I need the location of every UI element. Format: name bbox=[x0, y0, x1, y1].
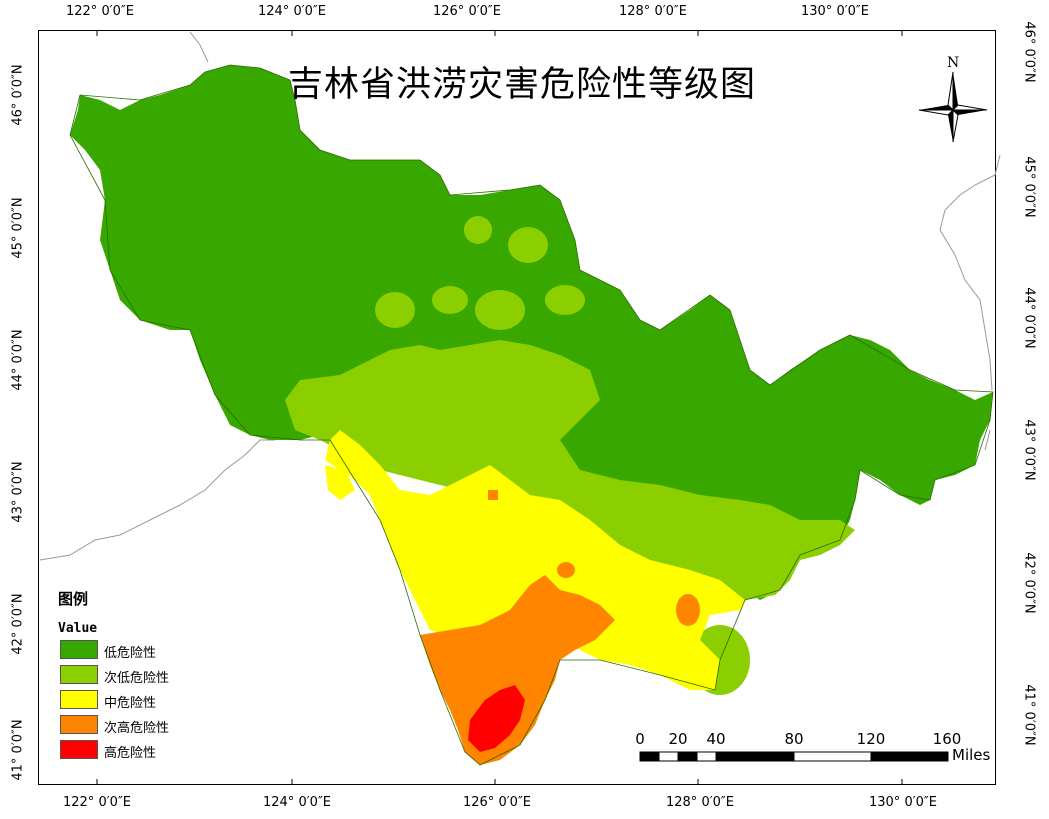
scale-label: 120 bbox=[856, 730, 886, 748]
legend-title: 图例 bbox=[58, 590, 89, 608]
province-outline bbox=[69, 64, 994, 766]
lon-label-bottom: 128° 0′0″E bbox=[665, 795, 735, 810]
lon-label-top: 124° 0′0″E bbox=[257, 4, 327, 19]
lat-label-right: 44° 0′0″N bbox=[1021, 287, 1037, 349]
legend-item: 次低危险性 bbox=[60, 665, 260, 687]
legend-item: 中危险性 bbox=[60, 690, 260, 712]
zone-lower-low-patch bbox=[464, 216, 492, 244]
lon-label-bottom: 126° 0′0″E bbox=[462, 795, 532, 810]
lat-label-left: 45° 0′0″N bbox=[10, 197, 26, 259]
lat-label-right: 42° 0′0″N bbox=[1021, 552, 1037, 614]
scale-label: 20 bbox=[668, 730, 688, 748]
legend-label: 低危险性 bbox=[104, 646, 157, 661]
zone-lower-low-patch bbox=[508, 227, 548, 263]
legend-subtitle: Value bbox=[58, 621, 98, 636]
zone-lower-low-patch bbox=[375, 292, 415, 328]
lon-label-top: 122° 0′0″E bbox=[65, 4, 135, 19]
scale-label: 80 bbox=[784, 730, 804, 748]
legend-item: 高危险性 bbox=[60, 740, 260, 762]
lat-label-left: 41° 0′0″N bbox=[10, 719, 26, 781]
legend-swatch bbox=[60, 640, 98, 659]
zone-high bbox=[468, 685, 525, 752]
lat-label-left: 42° 0′0″N bbox=[10, 593, 26, 655]
lat-label-right: 46° 0′0″N bbox=[1021, 21, 1037, 83]
lat-label-left: 43° 0′0″N bbox=[10, 461, 26, 523]
legend-swatch bbox=[60, 715, 98, 734]
scale-label: 40 bbox=[706, 730, 726, 748]
lat-label-right: 41° 0′0″N bbox=[1021, 684, 1037, 746]
legend: 图例 Value 低危险性 次低危险性 中危险性 次高危险性 高危险性 bbox=[58, 588, 169, 761]
scale-unit: Miles bbox=[952, 746, 991, 764]
lon-label-top: 126° 0′0″E bbox=[432, 4, 502, 19]
zone-lower-low bbox=[285, 340, 855, 600]
north-label: N bbox=[947, 55, 960, 71]
zone-lower-low-patch bbox=[475, 290, 525, 330]
zone-lower-high bbox=[420, 575, 615, 765]
legend-item: 低危险性 bbox=[60, 640, 260, 662]
lon-label-top: 128° 0′0″E bbox=[618, 4, 688, 19]
lon-label-top: 130° 0′0″E bbox=[800, 4, 870, 19]
zone-medium bbox=[325, 430, 745, 690]
legend-label: 次高危险性 bbox=[104, 721, 170, 736]
legend-label: 中危险性 bbox=[104, 696, 157, 711]
scale-label: 160 bbox=[932, 730, 962, 748]
graticule-ticks bbox=[96, 30, 903, 785]
scale-bar bbox=[639, 751, 949, 762]
lat-label-right: 43° 0′0″N bbox=[1021, 419, 1037, 481]
legend-swatch bbox=[60, 665, 98, 684]
lat-label-left: 46° 0′0″N bbox=[10, 64, 26, 126]
map-title: 吉林省洪涝灾害危险性等级图 bbox=[288, 65, 757, 105]
zone-medium-patch bbox=[325, 465, 355, 500]
lon-label-bottom: 130° 0′0″E bbox=[868, 795, 938, 810]
zone-lower-high-patch bbox=[488, 490, 498, 500]
legend-swatch bbox=[60, 740, 98, 759]
zone-lower-high-patch bbox=[676, 594, 700, 626]
zone-lower-low-patch bbox=[432, 286, 468, 314]
lon-label-bottom: 122° 0′0″E bbox=[62, 795, 132, 810]
zone-low bbox=[70, 65, 993, 600]
lon-label-bottom: 124° 0′0″E bbox=[262, 795, 332, 810]
zone-lower-low-patch bbox=[545, 285, 585, 315]
scale-label: 0 bbox=[635, 730, 645, 748]
zone-lower-high-patch bbox=[557, 562, 575, 578]
legend-label: 高危险性 bbox=[104, 746, 157, 761]
legend-swatch bbox=[60, 690, 98, 709]
legend-label: 次低危险性 bbox=[104, 671, 170, 686]
legend-item: 次高危险性 bbox=[60, 715, 260, 737]
lat-label-right: 45° 0′0″N bbox=[1021, 156, 1037, 218]
north-arrow-icon bbox=[918, 71, 988, 143]
lat-label-left: 44° 0′0″N bbox=[10, 329, 26, 391]
neighbor-boundaries bbox=[39, 31, 1001, 561]
